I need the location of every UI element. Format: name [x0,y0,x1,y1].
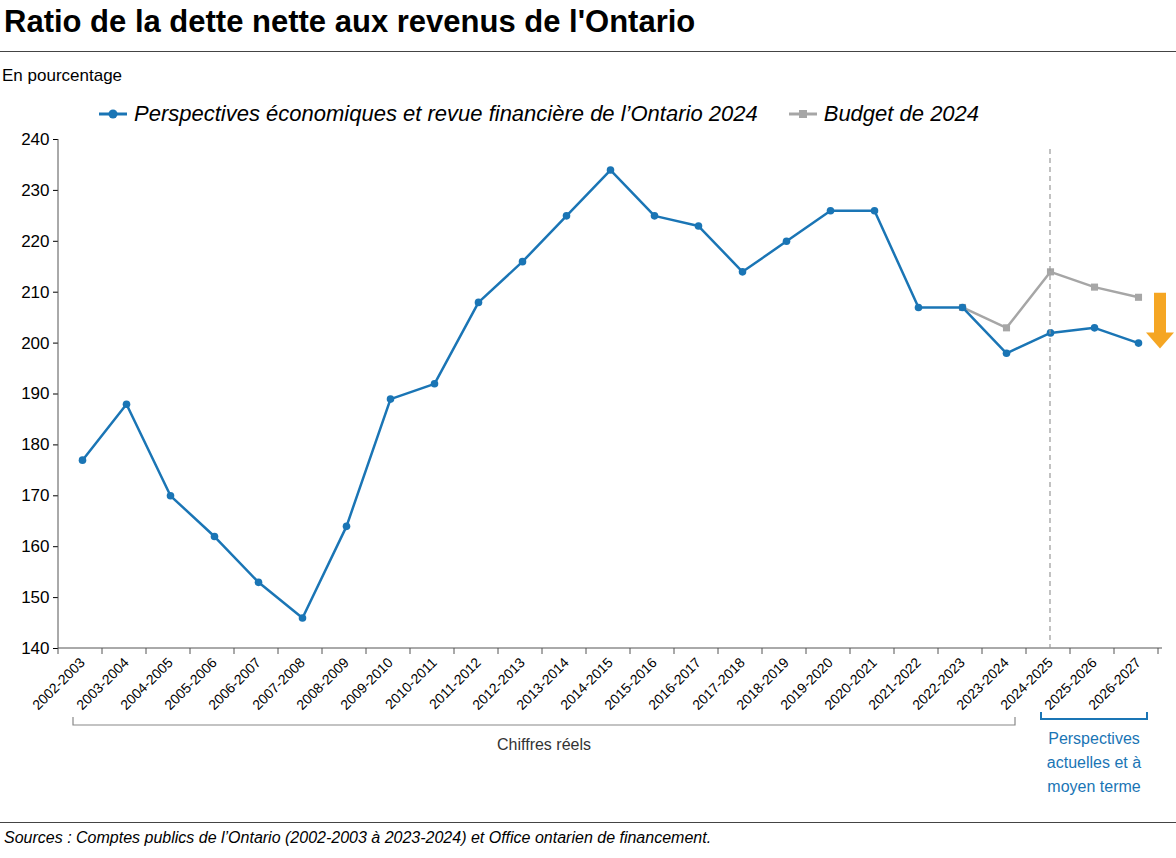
svg-text:2010-2011: 2010-2011 [381,654,440,713]
svg-text:2006-2007: 2006-2007 [205,654,264,713]
svg-text:2026-2027: 2026-2027 [1085,654,1144,713]
svg-text:2009-2010: 2009-2010 [337,654,396,713]
svg-text:2018-2019: 2018-2019 [733,654,792,713]
svg-text:2005-2006: 2005-2006 [161,654,220,713]
svg-text:170: 170 [21,486,49,505]
svg-text:220: 220 [21,232,49,251]
svg-text:150: 150 [21,588,49,607]
svg-text:2012-2013: 2012-2013 [469,654,528,713]
svg-text:2019-2020: 2019-2020 [777,654,836,713]
svg-text:230: 230 [21,181,49,200]
svg-text:2014-2015: 2014-2015 [557,654,616,713]
html-text:En pourcentage: En pourcentage [2,66,122,85]
svg-text:2003-2004: 2003-2004 [73,654,132,713]
svg-text:2008-2009: 2008-2009 [293,654,352,713]
svg-text:2002-2003: 2002-2003 [29,654,88,713]
svg-text:140: 140 [21,639,49,658]
svg-text:2016-2017: 2016-2017 [645,654,704,713]
svg-text:Perspectivesactuelles et àmoye: Perspectivesactuelles et àmoyen terme [1047,730,1141,795]
svg-text:Chiffres réels: Chiffres réels [497,736,591,753]
svg-text:190: 190 [21,384,49,403]
svg-text:210: 210 [21,283,49,302]
svg-text:2015-2016: 2015-2016 [601,654,660,713]
svg-text:240: 240 [21,130,49,149]
svg-text:2011-2012: 2011-2012 [425,654,484,713]
svg-text:2007-2008: 2007-2008 [249,654,308,713]
svg-text:200: 200 [21,334,49,353]
svg-text:2023-2024: 2023-2024 [953,654,1012,713]
html-text:Sources : Comptes publics de l: Sources : Comptes publics de l’Ontario (… [4,829,712,846]
html-text:Perspectives économiques et re: Perspectives économiques et revue financ… [134,101,758,126]
html-text:Budget de 2024: Budget de 2024 [823,101,980,126]
svg-text:2021-2022: 2021-2022 [865,654,924,713]
svg-text:180: 180 [21,435,49,454]
svg-text:2017-2018: 2017-2018 [689,654,748,713]
svg-text:2013-2014: 2013-2014 [513,654,572,713]
html-text:Ratio de la dette nette aux re: Ratio de la dette nette aux revenus de l… [4,4,696,39]
svg-text:2004-2005: 2004-2005 [117,654,176,713]
svg-text:2025-2026: 2025-2026 [1041,654,1100,713]
svg-text:2022-2023: 2022-2023 [909,654,968,713]
svg-text:160: 160 [21,537,49,556]
svg-text:2020-2021: 2020-2021 [821,654,880,713]
svg-text:2024-2025: 2024-2025 [997,654,1056,713]
